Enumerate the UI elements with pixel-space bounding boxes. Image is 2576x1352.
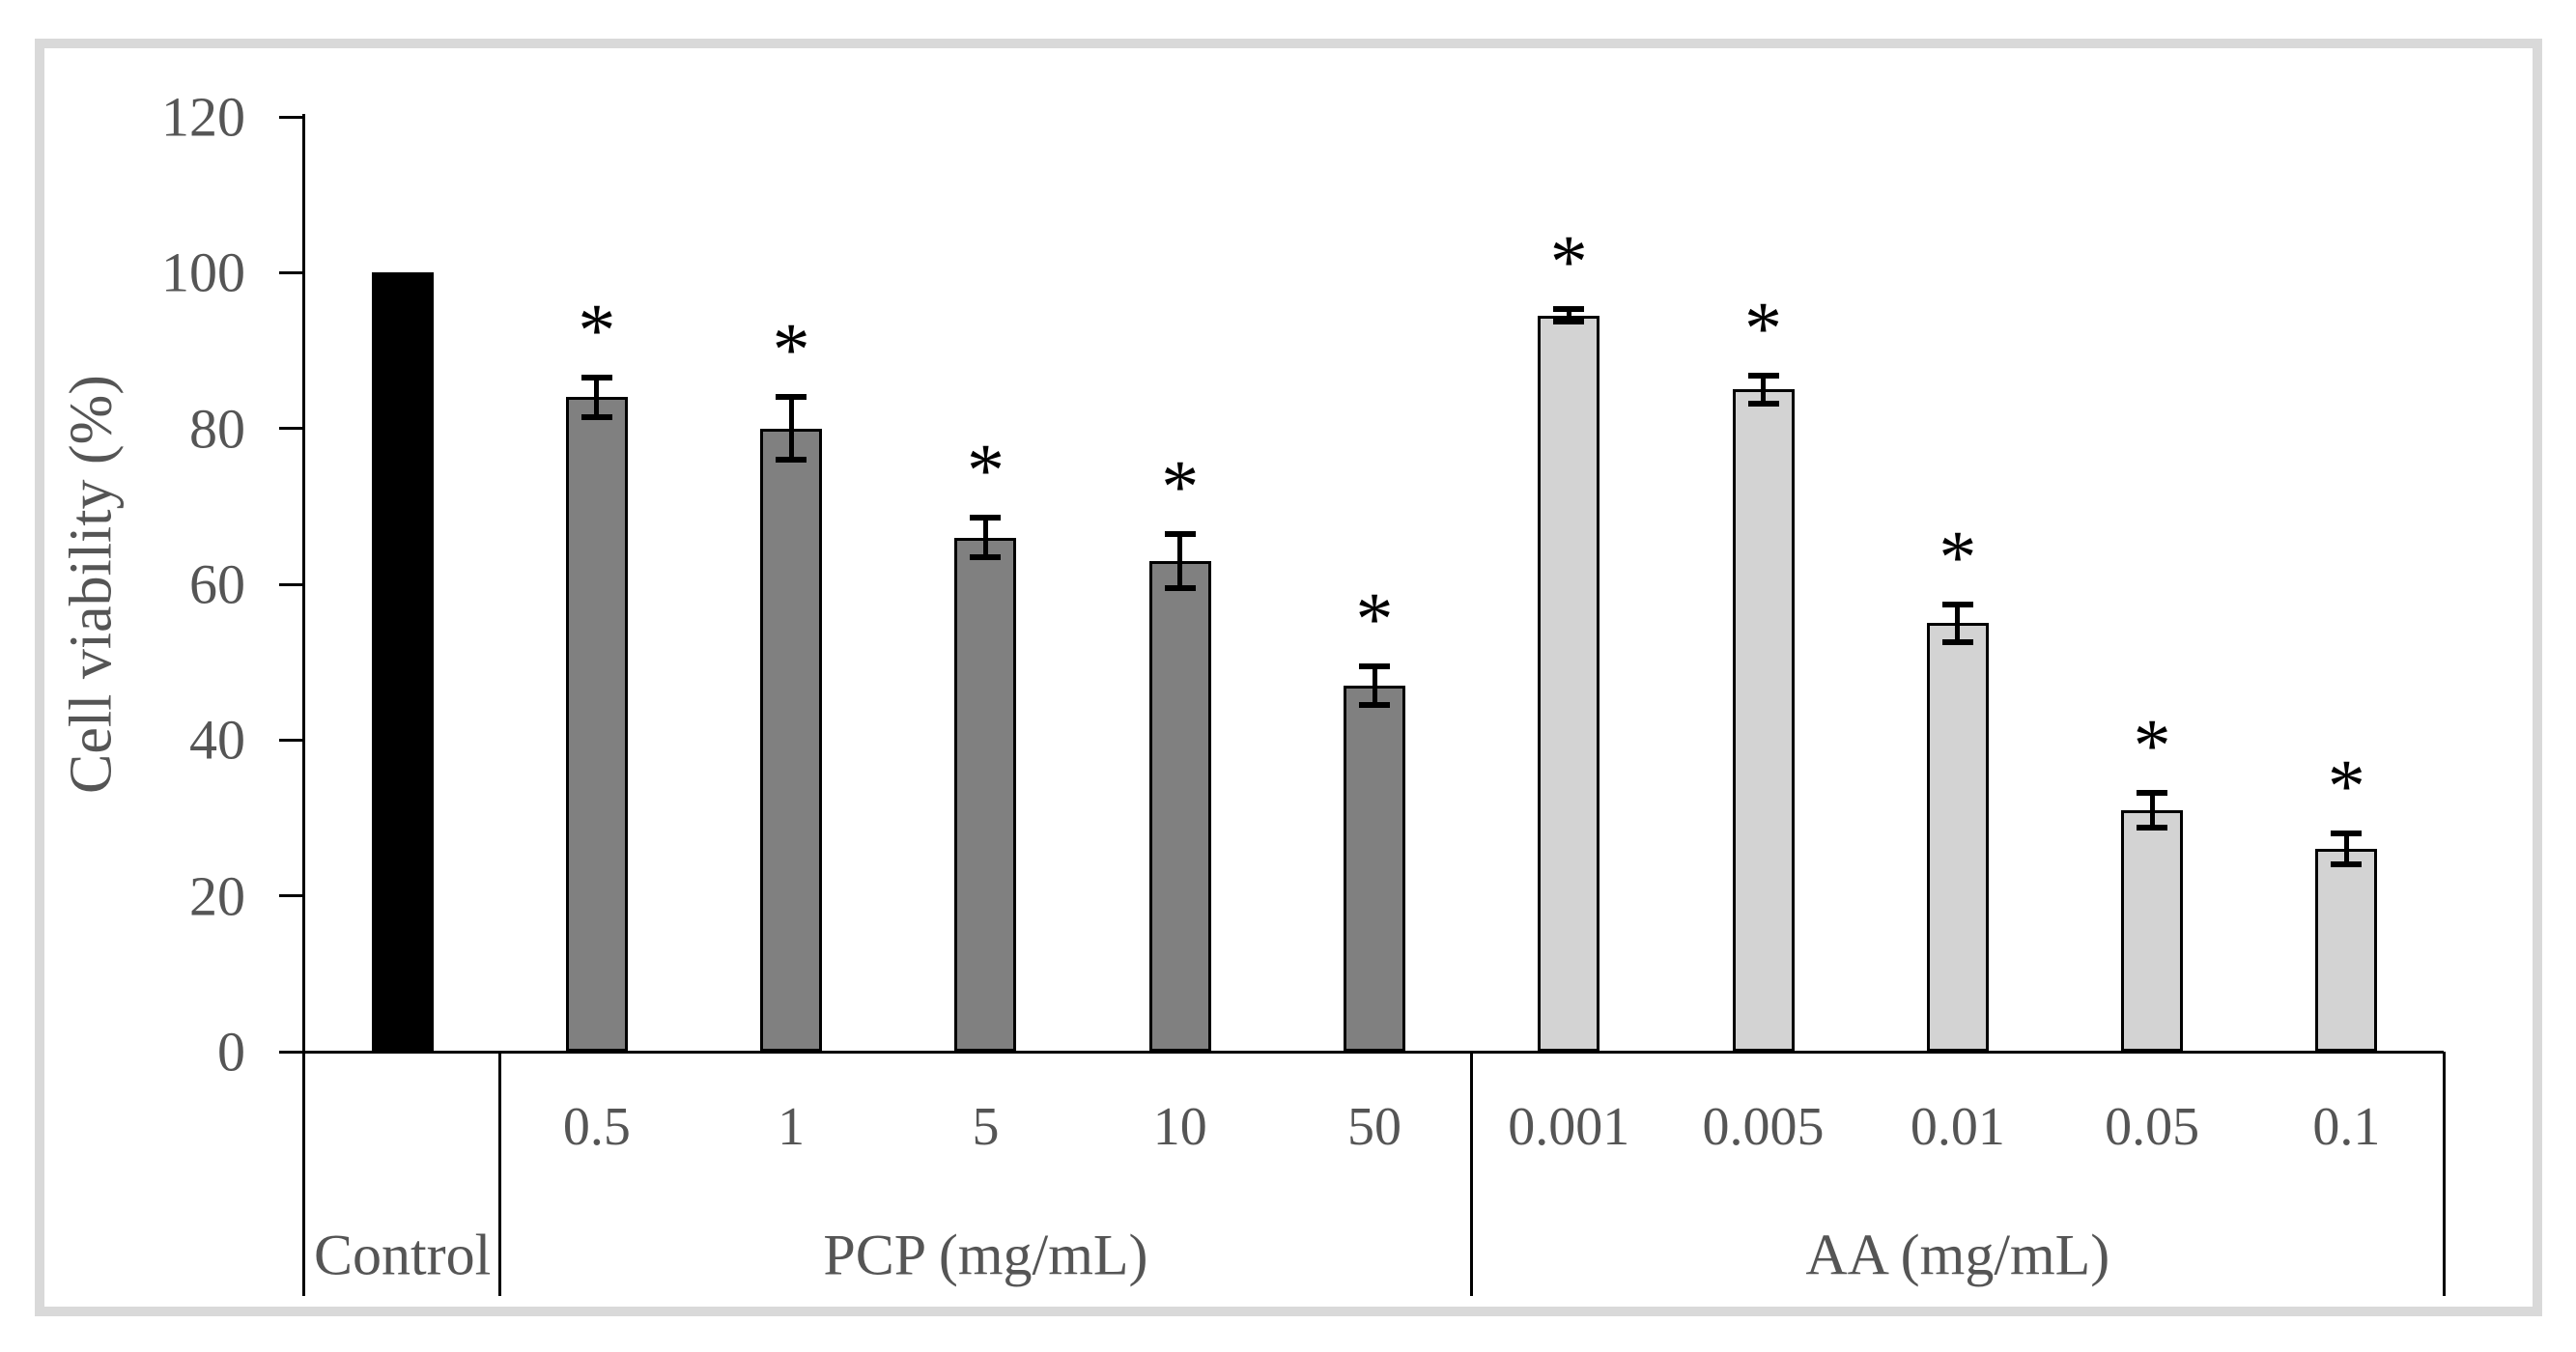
bar-aa-0.01	[1926, 623, 1989, 1052]
significance-asterisk: *	[772, 307, 810, 392]
x-tick-label-5: 5	[972, 1097, 1000, 1157]
group-label-aa: AA (mg/mL)	[1805, 1223, 2110, 1287]
error-bar-stem	[1566, 309, 1571, 323]
x-axis-line	[279, 1050, 2444, 1054]
bar-control	[371, 272, 434, 1052]
x-tick-label-10: 10	[1152, 1097, 1207, 1157]
error-bar-cap-bottom	[2331, 861, 2363, 868]
y-axis-line	[302, 114, 305, 1296]
significance-asterisk: *	[578, 288, 616, 373]
bar-pcp-0.5	[565, 397, 628, 1052]
category-separator	[2442, 1052, 2446, 1296]
error-bar-cap-bottom	[1359, 702, 1390, 709]
y-tick-label: 20	[189, 864, 245, 928]
error-bar-cap-top	[580, 375, 612, 381]
error-bar-cap-top	[1359, 662, 1390, 669]
group-label-control: Control	[313, 1223, 492, 1287]
x-tick-label-1: 1	[778, 1097, 806, 1157]
error-bar-stem	[1761, 375, 1767, 404]
y-tick-mark	[279, 894, 302, 898]
error-bar-stem	[982, 518, 988, 557]
bar-pcp-1	[760, 428, 823, 1052]
error-bar-cap-top	[970, 515, 1002, 521]
x-tick-label-0.1: 0.1	[2312, 1097, 2381, 1157]
error-bar-cap-top	[2331, 831, 2363, 837]
y-tick-mark	[279, 582, 302, 586]
category-separator	[1470, 1052, 1474, 1296]
error-bar-cap-top	[1747, 372, 1779, 379]
y-tick-label: 40	[189, 708, 245, 772]
category-separator	[497, 1052, 501, 1296]
error-bar-cap-top	[2137, 790, 2168, 797]
x-tick-label-0.005: 0.005	[1702, 1097, 1825, 1157]
x-tick-label-0.5: 0.5	[562, 1097, 631, 1157]
significance-asterisk: *	[1549, 219, 1588, 304]
significance-asterisk: *	[1161, 443, 1200, 528]
y-tick-mark	[279, 738, 302, 742]
bar-aa-0.005	[1732, 389, 1795, 1052]
significance-asterisk: *	[1939, 514, 1977, 599]
group-label-pcp: PCP (mg/mL)	[823, 1223, 1148, 1287]
figure-frame	[35, 39, 2542, 1316]
bar-aa-0.1	[2315, 849, 2378, 1052]
x-tick-label-0.01: 0.01	[1910, 1097, 2005, 1157]
x-tick-label-0.001: 0.001	[1508, 1097, 1630, 1157]
x-tick-label-50: 50	[1347, 1097, 1401, 1157]
significance-asterisk: *	[2327, 744, 2365, 829]
significance-asterisk: *	[2133, 703, 2171, 788]
y-tick-label: 100	[161, 240, 245, 304]
y-tick-label: 120	[161, 85, 245, 149]
error-bar-cap-top	[1553, 306, 1585, 313]
error-bar-cap-bottom	[776, 456, 807, 463]
y-tick-label: 60	[189, 552, 245, 616]
error-bar-cap-top	[1164, 530, 1196, 537]
error-bar-stem	[788, 397, 794, 460]
error-bar-cap-bottom	[580, 413, 612, 420]
error-bar-stem	[1372, 665, 1377, 706]
significance-asterisk: *	[966, 428, 1005, 513]
error-bar-cap-top	[1941, 601, 1973, 607]
bar-aa-0.05	[2121, 809, 2184, 1052]
error-bar-cap-top	[776, 394, 807, 401]
error-bar-cap-bottom	[1553, 319, 1585, 325]
y-tick-mark	[279, 115, 302, 119]
y-tick-mark	[279, 270, 302, 274]
error-bar-stem	[1955, 604, 1961, 642]
bar-aa-0.001	[1538, 315, 1600, 1052]
error-bar-stem	[1177, 533, 1183, 589]
y-tick-mark	[279, 427, 302, 431]
error-bar-cap-bottom	[1164, 585, 1196, 592]
y-tick-label: 0	[217, 1020, 245, 1084]
bar-pcp-5	[954, 537, 1017, 1052]
bar-pcp-50	[1344, 685, 1405, 1052]
error-bar-stem	[2343, 833, 2349, 865]
significance-asterisk: *	[1355, 576, 1394, 661]
error-bar-stem	[2149, 793, 2155, 828]
error-bar-cap-bottom	[970, 553, 1002, 560]
y-tick-label: 80	[189, 397, 245, 461]
significance-asterisk: *	[1744, 285, 1783, 370]
error-bar-cap-bottom	[2137, 824, 2168, 831]
error-bar-cap-bottom	[1747, 400, 1779, 407]
x-tick-label-0.05: 0.05	[2105, 1097, 2200, 1157]
error-bar-cap-bottom	[1941, 638, 1973, 645]
error-bar-stem	[594, 378, 600, 417]
bar-pcp-10	[1148, 560, 1211, 1052]
